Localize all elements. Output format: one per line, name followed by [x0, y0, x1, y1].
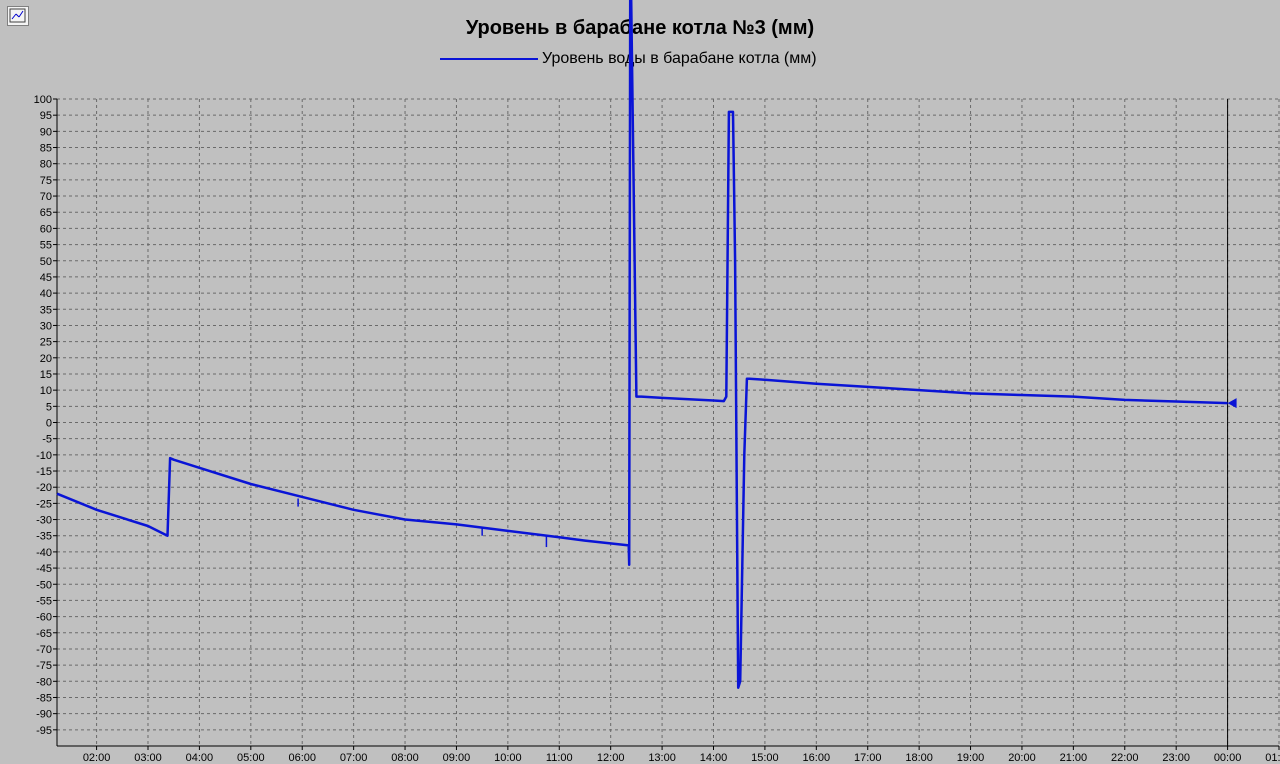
x-tick-label: 09:00 — [443, 752, 471, 764]
y-tick-label: 30 — [40, 320, 52, 332]
y-tick-label: -35 — [36, 531, 52, 543]
y-tick-label: -15 — [36, 466, 52, 478]
y-tick-label: 65 — [40, 207, 52, 219]
legend-line-swatch — [440, 58, 538, 60]
y-tick-label: -5 — [42, 434, 52, 446]
y-tick-label: 35 — [40, 304, 52, 316]
y-tick-label: 20 — [40, 353, 52, 365]
x-tick-label: 06:00 — [288, 752, 316, 764]
y-tick-label: -95 — [36, 725, 52, 737]
y-tick-label: 45 — [40, 272, 52, 284]
y-tick-label: -40 — [36, 547, 52, 559]
x-tick-label: 11:00 — [546, 752, 573, 764]
x-tick-label: 16:00 — [803, 752, 831, 764]
y-tick-label: -50 — [36, 579, 52, 591]
y-tick-label: 25 — [40, 337, 52, 349]
x-tick-label: 14:00 — [700, 752, 728, 764]
y-tick-label: 50 — [40, 256, 52, 268]
series-end-marker — [1227, 398, 1237, 409]
y-tick-label: 5 — [46, 401, 52, 413]
x-tick-label: 02:00 — [83, 752, 111, 764]
x-tick-label: 21:00 — [1060, 752, 1088, 764]
y-tick-label: -80 — [36, 676, 52, 688]
x-tick-label: 03:00 — [134, 752, 162, 764]
y-tick-label: -45 — [36, 563, 52, 575]
chart-settings-icon — [9, 8, 26, 23]
y-tick-label: 40 — [40, 288, 52, 300]
legend: Уровень воды в барабане котла (мм) — [440, 48, 817, 70]
y-tick-label: 10 — [40, 385, 52, 397]
y-tick-label: -60 — [36, 612, 52, 624]
y-tick-label: 70 — [40, 191, 52, 203]
y-tick-label: -55 — [36, 595, 52, 607]
x-tick-label: 01:00 — [1265, 752, 1280, 764]
y-tick-label: 85 — [40, 143, 52, 155]
y-tick-label: -25 — [36, 498, 52, 510]
y-tick-label: -30 — [36, 515, 52, 527]
plot-background — [57, 99, 1279, 746]
y-tick-label: -70 — [36, 644, 52, 656]
y-tick-label: 90 — [40, 126, 52, 138]
x-tick-label: 18:00 — [905, 752, 933, 764]
x-tick-label: 17:00 — [854, 752, 882, 764]
legend-label: Уровень воды в барабане котла (мм) — [542, 50, 817, 67]
y-tick-label: -20 — [36, 482, 52, 494]
x-tick-label: 15:00 — [751, 752, 779, 764]
x-tick-label: 05:00 — [237, 752, 265, 764]
y-tick-label: 95 — [40, 110, 52, 122]
x-tick-label: 08:00 — [391, 752, 419, 764]
y-tick-label: -90 — [36, 709, 52, 721]
y-tick-label: -85 — [36, 692, 52, 704]
y-tick-label: -65 — [36, 628, 52, 640]
x-tick-label: 10:00 — [494, 752, 522, 764]
y-tick-label: 80 — [40, 159, 52, 171]
x-tick-label: 20:00 — [1008, 752, 1036, 764]
x-tick-label: 12:00 — [597, 752, 625, 764]
x-tick-label: 13:00 — [648, 752, 676, 764]
x-tick-label: 04:00 — [186, 752, 214, 764]
x-tick-label: 19:00 — [957, 752, 985, 764]
y-tick-label: 60 — [40, 223, 52, 235]
x-tick-label: 00:00 — [1214, 752, 1242, 764]
x-tick-label: 07:00 — [340, 752, 368, 764]
y-tick-label: 55 — [40, 240, 52, 252]
y-tick-label: -10 — [36, 450, 52, 462]
x-tick-label: 22:00 — [1111, 752, 1139, 764]
y-tick-label: 15 — [40, 369, 52, 381]
y-tick-label: -75 — [36, 660, 52, 672]
x-tick-label: 23:00 — [1162, 752, 1190, 764]
y-tick-label: 0 — [46, 418, 52, 430]
chart-title: Уровень в барабане котла №3 (мм) — [465, 17, 815, 39]
y-tick-label: 100 — [34, 94, 52, 106]
series-line — [56, 0, 1228, 690]
chart-settings-button[interactable] — [7, 6, 29, 26]
y-tick-label: 75 — [40, 175, 52, 187]
